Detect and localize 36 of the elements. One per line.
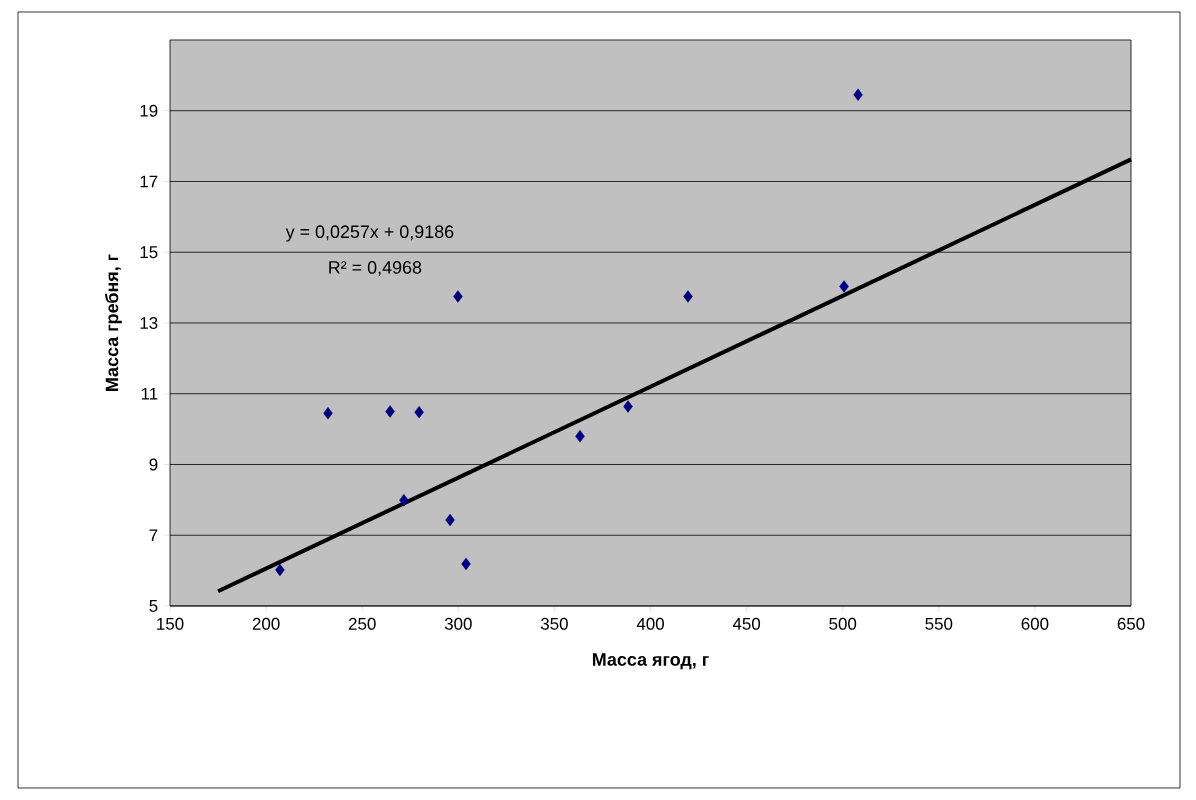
point (414, 405, 424, 419)
x-tick-label: 550 (925, 617, 953, 630)
x-tick-label: 650 (1117, 617, 1145, 630)
x-tick-label: 200 (252, 617, 280, 630)
point (623, 400, 633, 413)
x-tick-label: 400 (636, 617, 664, 630)
point (385, 405, 395, 418)
y-axis-title: Масса гребня, г (104, 254, 122, 391)
y-tick-label: 13 (140, 316, 158, 329)
y-tick-label: 5 (149, 600, 158, 612)
annotation: y = 0,0257x + 0,9186 (285, 225, 454, 242)
point (323, 406, 333, 420)
y-tick-label: 19 (140, 104, 158, 117)
y-tick-label: 15 (140, 246, 158, 259)
point (853, 88, 863, 102)
y-tick-label: 11 (141, 387, 158, 400)
annotation: R² = 0,4968 (329, 261, 422, 276)
x-tick-label: 350 (540, 617, 568, 630)
point (453, 290, 463, 303)
y-tick-label: 17 (140, 175, 158, 188)
point (683, 290, 693, 303)
point (461, 557, 471, 571)
point (839, 280, 849, 293)
point (575, 429, 585, 443)
x-tick-label: 450 (732, 617, 761, 630)
x-tick-label: 250 (348, 617, 376, 630)
point (275, 563, 285, 577)
x-tick-label: 300 (444, 617, 472, 630)
x-tick-label: 600 (1021, 617, 1049, 630)
point (445, 513, 455, 527)
x-tick-label: 500 (829, 617, 857, 630)
x-tick-label: 150 (157, 617, 184, 630)
point (399, 494, 409, 507)
x-axis-title: Масса ягод, г (592, 653, 709, 670)
y-tick-label: 7 (149, 529, 158, 542)
y-tick-label: 9 (149, 458, 158, 471)
